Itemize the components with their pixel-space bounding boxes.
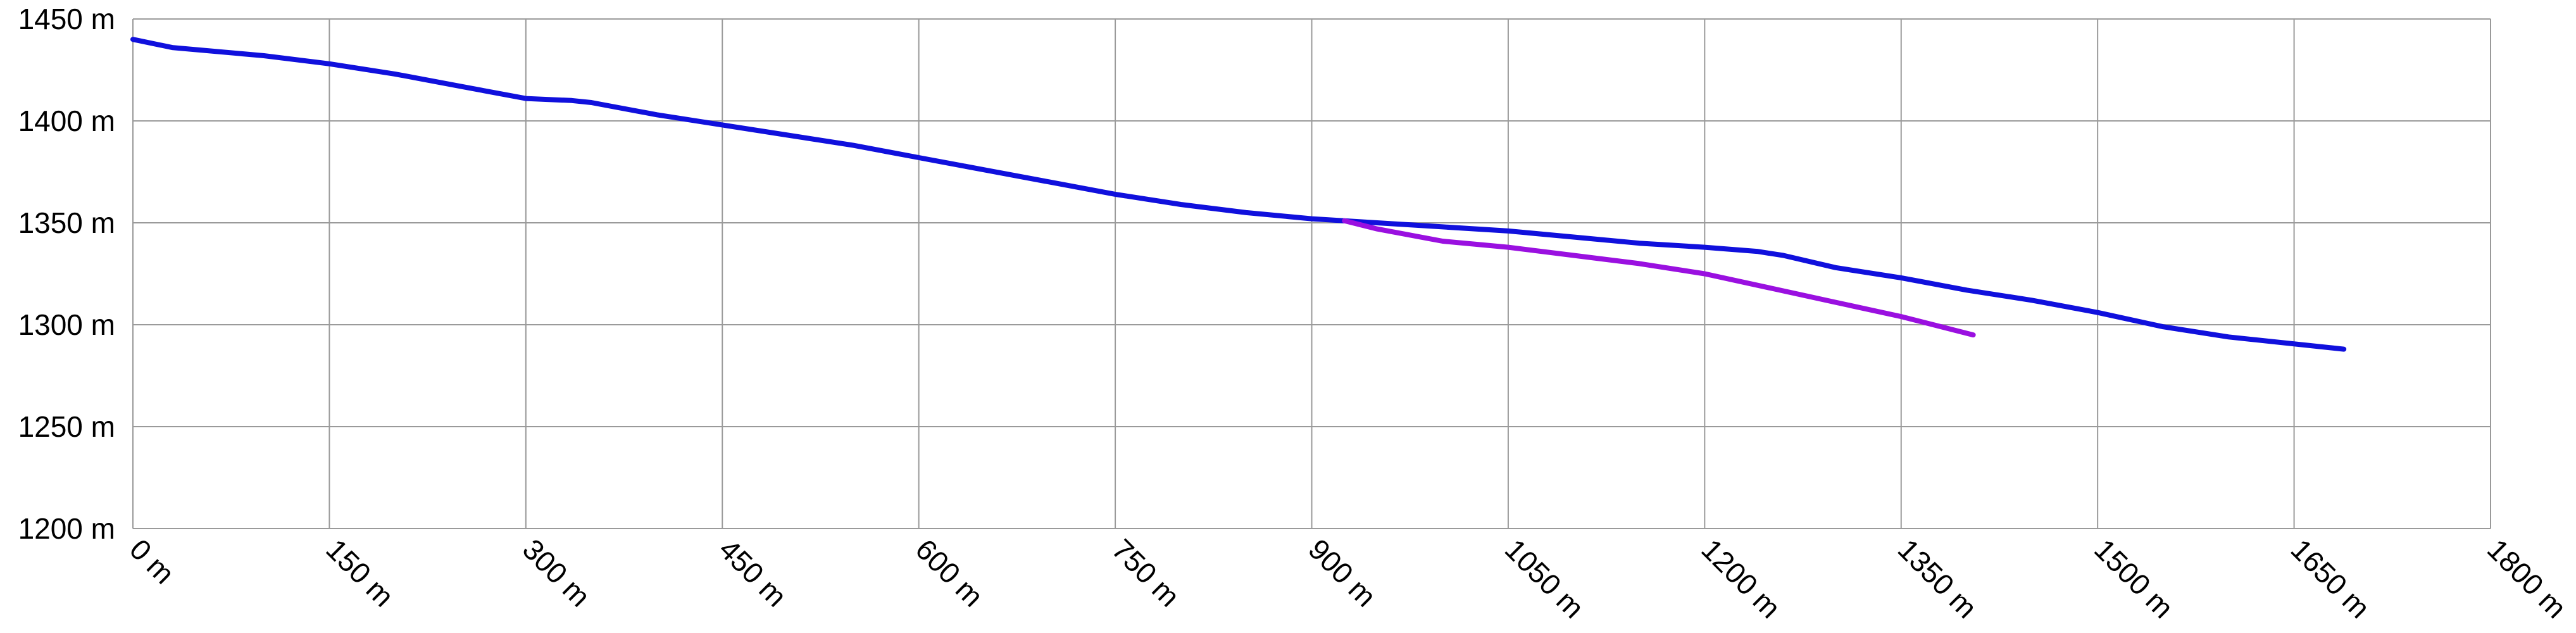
- y-tick-label: 1350 m: [18, 206, 115, 239]
- x-tick-label: 150 m: [320, 532, 400, 613]
- x-tick-label: 750 m: [1106, 532, 1186, 613]
- x-tick-label: 1350 m: [1892, 532, 1984, 624]
- y-tick-label: 1400 m: [18, 104, 115, 137]
- horizontal-gridlines: [133, 18, 2491, 529]
- y-tick-label: 1450 m: [18, 3, 115, 35]
- series-line-0: [130, 37, 2347, 352]
- x-tick-label: 1650 m: [2285, 532, 2377, 624]
- x-tick-label: 1200 m: [1695, 532, 1787, 624]
- series-line-1: [1342, 218, 1976, 338]
- vertical-gridlines: [132, 19, 2491, 529]
- x-tick-label: 0 m: [123, 532, 181, 590]
- x-tick-label: 600 m: [910, 532, 990, 613]
- x-tick-label: 1050 m: [1499, 532, 1591, 624]
- y-tick-label: 1250 m: [18, 410, 115, 443]
- x-tick-label: 300 m: [516, 532, 597, 613]
- y-axis-tick-labels: 1200 m 1250 m 1300 m 1350 m 1400 m 1450 m: [18, 3, 115, 545]
- x-tick-label: 1500 m: [2088, 532, 2180, 624]
- x-tick-label: 1800 m: [2481, 532, 2573, 624]
- y-tick-label: 1300 m: [18, 308, 115, 341]
- y-tick-label: 1200 m: [18, 512, 115, 545]
- x-tick-label: 450 m: [713, 532, 793, 613]
- series-layer: [130, 37, 2347, 352]
- x-tick-label: 900 m: [1302, 532, 1382, 613]
- x-axis-tick-labels: 0 m 150 m 300 m 450 m 600 m 750 m 900 m 1050 m 1…: [123, 532, 2573, 624]
